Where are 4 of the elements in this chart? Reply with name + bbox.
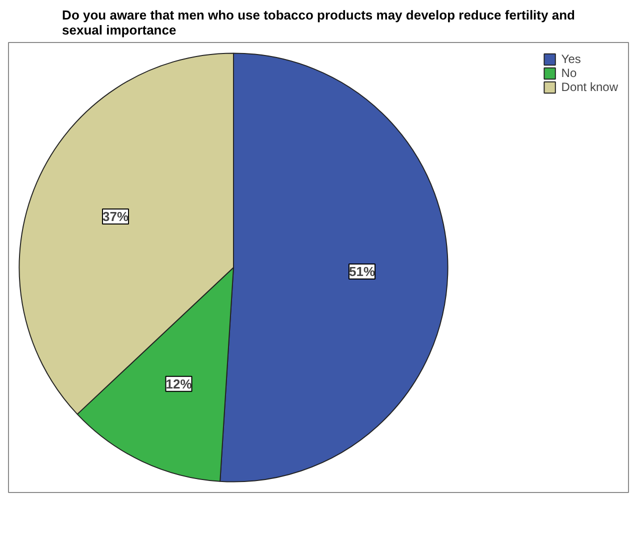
legend-label: Dont know xyxy=(561,80,618,94)
legend-label: Yes xyxy=(561,52,582,66)
chart-title: Do you aware that men who use tobacco products may develop reduce fertility and sexual importance xyxy=(62,8,576,38)
legend-label: No xyxy=(561,66,578,80)
